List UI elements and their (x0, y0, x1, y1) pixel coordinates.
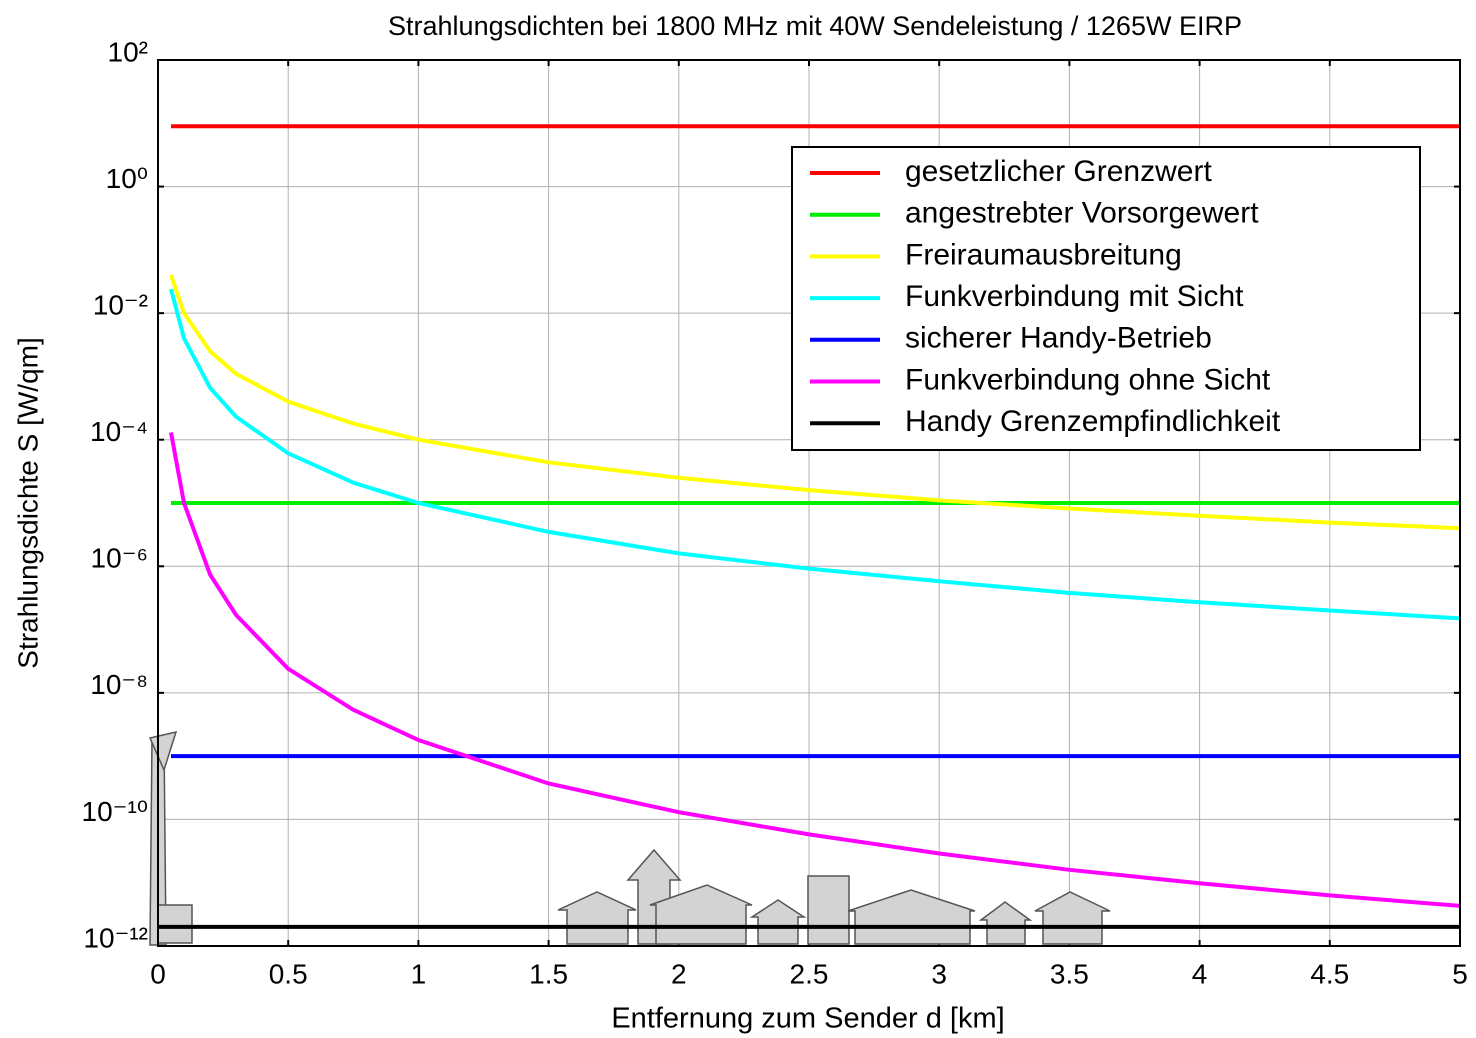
y-tick-label: 10⁻⁸ (90, 669, 148, 700)
legend-label: Handy Grenzempfindlichkeit (905, 405, 1281, 438)
x-tick-label: 3.5 (1050, 958, 1089, 989)
y-tick-label: 10⁻⁴ (90, 416, 148, 447)
legend-label: sicherer Handy-Betrieb (905, 322, 1212, 355)
y-tick-label: 10⁻⁶ (91, 543, 148, 574)
legend-box (791, 146, 1421, 451)
legend: gesetzlicher Grenzwert angestrebter Vorso… (791, 146, 1421, 451)
house (847, 889, 976, 945)
x-tick-label: 0.5 (269, 958, 308, 989)
house (749, 899, 807, 945)
x-tick-label: 1 (411, 958, 427, 989)
x-tick-label: 3 (931, 958, 947, 989)
x-tick-label: 4.5 (1310, 958, 1349, 989)
y-axis-label: Strahlungsdichte S [W/qm] (12, 337, 43, 668)
legend-label: gesetzlicher Grenzwert (905, 155, 1212, 188)
legend-label: Funkverbindung mit Sicht (905, 280, 1244, 313)
legend-label: angestrebter Vorsorgewert (905, 197, 1259, 230)
y-tick-label: 10² (108, 36, 148, 67)
y-tick-label: 10⁻¹² (83, 922, 148, 953)
x-tick-label: 0 (150, 958, 166, 989)
x-tick-label: 2 (671, 958, 687, 989)
plot-frame (157, 59, 1461, 947)
series-line (169, 432, 1461, 908)
y-tick-label: 10⁻² (93, 290, 148, 321)
building (807, 875, 850, 945)
legend-label: Funkverbindung ohne Sicht (905, 363, 1271, 396)
plot (158, 124, 1461, 929)
legend-label: Freiraumausbreitung (905, 238, 1182, 271)
house (649, 884, 753, 945)
x-tick-label: 4 (1192, 958, 1208, 989)
x-tick-label: 2.5 (790, 958, 829, 989)
x-tick-label: 5 (1452, 958, 1468, 989)
series-line (169, 288, 1461, 621)
y-tick-label: 10⁻¹⁰ (82, 796, 148, 827)
scenery (148, 730, 1111, 946)
house (557, 891, 637, 945)
antenna-box (157, 904, 193, 944)
house (1034, 891, 1111, 945)
x-axis-label: Entfernung zum Sender d [km] (611, 1003, 1004, 1035)
series-line (169, 274, 1461, 531)
y-tick-label: 10⁰ (106, 163, 148, 194)
x-tick-label: 1.5 (529, 958, 568, 989)
house (978, 901, 1033, 945)
chart-title: Strahlungsdichten bei 1800 MHz mit 40W S… (388, 11, 1242, 41)
